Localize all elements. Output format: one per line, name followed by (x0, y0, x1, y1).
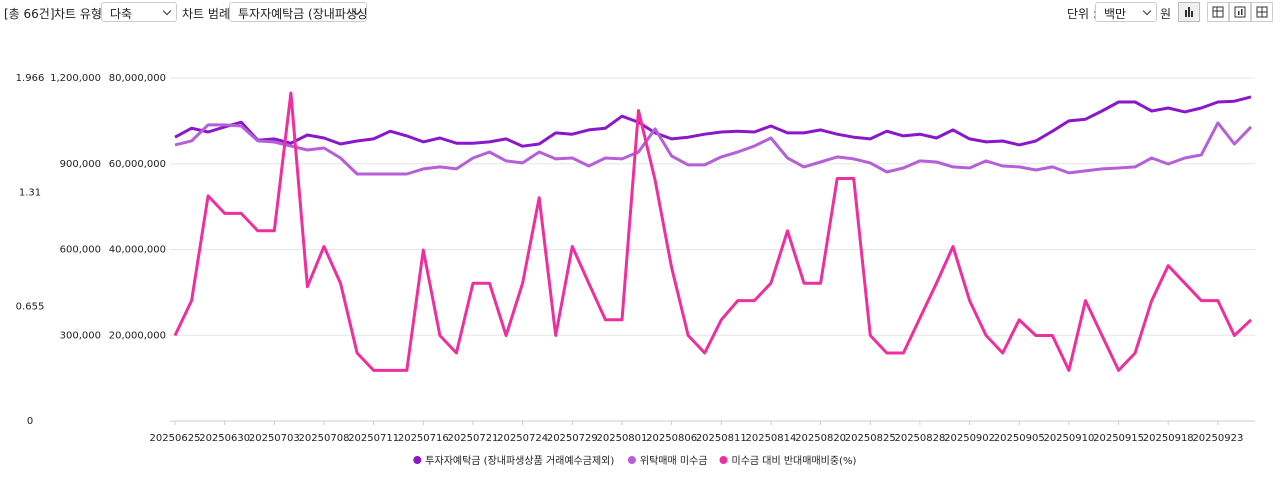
legend-select[interactable]: 투자자예탁금 (장내파생상 (229, 2, 367, 22)
x-tick-label: 20250814 (745, 433, 796, 444)
unit-select[interactable]: 백만 (1095, 2, 1157, 22)
series-line (174, 95, 1252, 148)
x-tick-label: 20250625 (150, 433, 201, 444)
x-tick-label: 20250711 (348, 433, 399, 444)
chart-table-button[interactable] (1229, 2, 1251, 22)
series-line (174, 121, 1253, 176)
legend-label: 위탁매매 미수금 (640, 454, 708, 467)
x-tick-label: 20250703 (249, 433, 300, 444)
chart-type-select[interactable]: 다축 (101, 2, 177, 22)
label: 원 (1160, 7, 1172, 21)
legend-label: 투자자예탁금 (장내파생상품 거래예수금제외) (425, 455, 614, 467)
y-tick-label: 60,000,000 (109, 159, 166, 170)
y2-tick-label: 300,000 (60, 330, 101, 341)
x-tick-label: 20250630 (199, 433, 250, 444)
legend-marker (719, 456, 728, 464)
x-tick-label: 20250910 (1043, 433, 1094, 444)
x-tick-label: 20250724 (497, 433, 548, 444)
icon (1212, 6, 1224, 18)
y3-tick-label: 1.31 (19, 187, 41, 198)
x-tick-label: 20250902 (944, 433, 995, 444)
y-tick-label: 40,000,000 (109, 245, 166, 256)
x-tick-label: 20250811 (696, 433, 747, 444)
x-tick-label: 20250923 (1192, 433, 1243, 444)
icon (1234, 6, 1246, 18)
x-tick-label: 20250716 (398, 433, 449, 444)
y3-tick-label: 0 (27, 416, 33, 427)
toolbar: [총 66건] 차트 유형 다축 차트 범례 투자자예탁금 (장내파생상 단위 … (0, 0, 1280, 26)
x-tick-label: 20250820 (795, 433, 846, 444)
y3-tick-label: 0.655 (16, 302, 45, 313)
label: 단위 : (1067, 7, 1097, 21)
label: 차트 범례 (182, 7, 230, 21)
bar-chart-button[interactable] (1178, 2, 1200, 22)
y2-tick-label: 1,200,000 (50, 73, 101, 84)
x-tick-label: 20250915 (1093, 433, 1144, 444)
series-line (173, 91, 1253, 372)
legend-marker (627, 456, 636, 464)
x-tick-label: 20250729 (547, 433, 598, 444)
count: [총 66건] (4, 7, 55, 21)
x-tick-label: 20250828 (894, 433, 945, 444)
legend-label: 미수금 대비 반대매매비중(%) (732, 455, 857, 467)
x-tick-label: 20250905 (994, 433, 1045, 444)
y3-tick-label: 1.966 (16, 73, 45, 84)
legend-marker (413, 456, 422, 464)
y-tick-label: 80,000,000 (109, 73, 166, 84)
split-button[interactable] (1251, 2, 1273, 22)
icon (1256, 6, 1268, 18)
x-tick-label: 20250918 (1143, 433, 1194, 444)
x-tick-label: 20250708 (299, 433, 350, 444)
x-tick-label: 20250721 (448, 433, 499, 444)
table-button[interactable] (1207, 2, 1229, 22)
icon (1185, 7, 1193, 17)
label: 차트 유형 (54, 7, 102, 21)
x-tick-label: 20250806 (646, 433, 697, 444)
y2-tick-label: 900,000 (60, 159, 101, 170)
y-tick-label: 20,000,000 (109, 330, 166, 341)
x-tick-label: 20250801 (597, 433, 648, 444)
y2-tick-label: 600,000 (60, 245, 101, 256)
x-tick-label: 20250825 (845, 433, 896, 444)
